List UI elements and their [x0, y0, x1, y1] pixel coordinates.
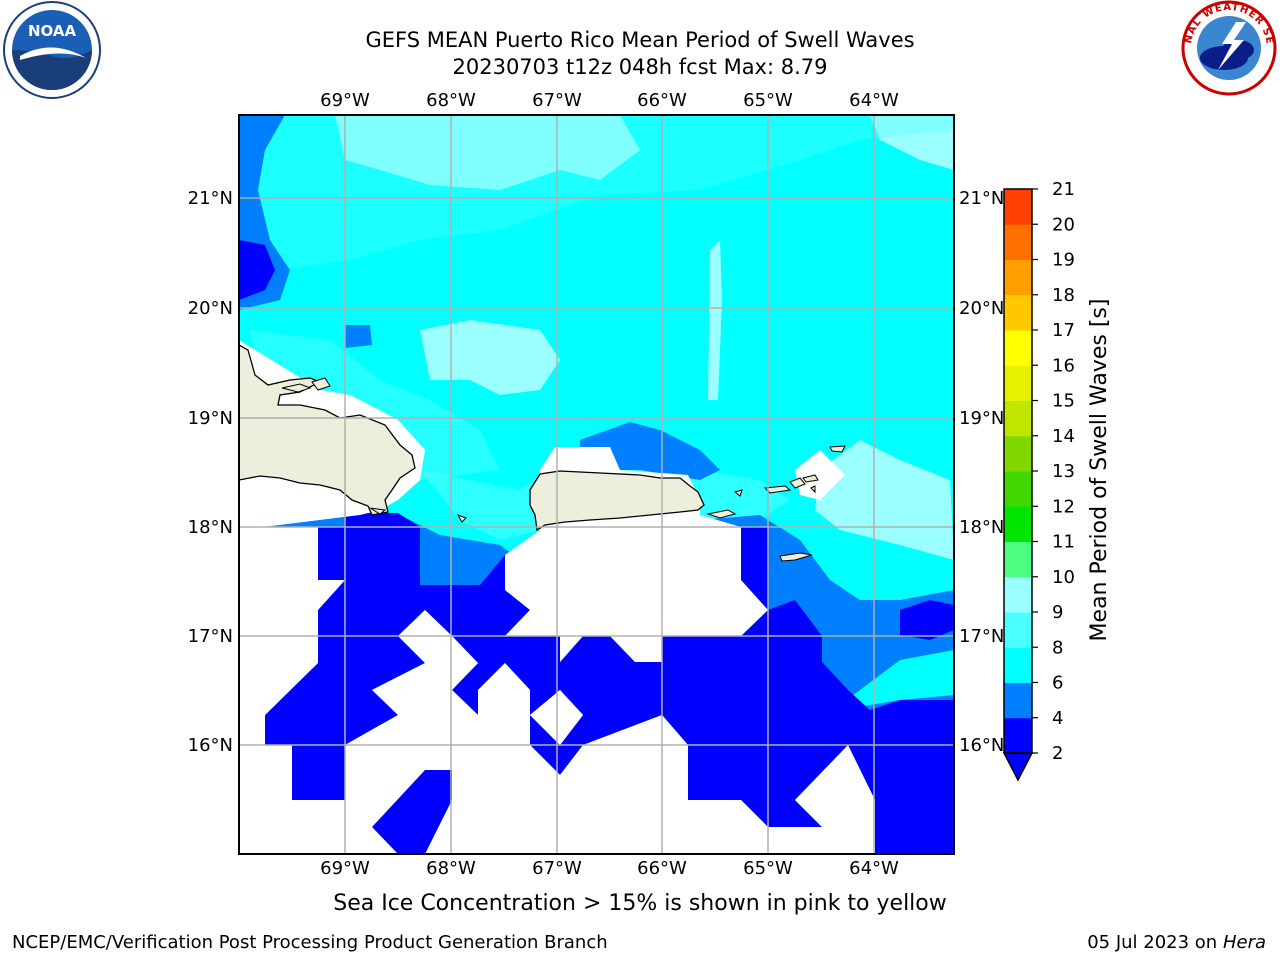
lat-label: 16°N [959, 735, 1004, 756]
lon-label: 64°W [849, 90, 899, 111]
lon-label: 66°W [637, 858, 687, 879]
colorbar-segment [1004, 576, 1032, 613]
lat-label: 17°N [959, 626, 1004, 647]
colorbar-tick-label: 18 [1052, 285, 1075, 306]
lat-label: 19°N [188, 408, 233, 429]
colorbar-label: Mean Period of Swell Waves [s] [1087, 299, 1112, 642]
lon-label: 69°W [320, 90, 370, 111]
swell-field-8-10 [335, 115, 954, 560]
colorbar-tick-label: 21 [1052, 179, 1075, 200]
lon-label: 65°W [743, 90, 793, 111]
lon-label: 68°W [426, 858, 476, 879]
nws-logo-icon: NATIONAL WEATHER SERVICE [0, 0, 1277, 96]
colorbar-tick-label: 2 [1052, 743, 1063, 764]
colorbar-tick-label: 19 [1052, 250, 1075, 271]
lon-label: 65°W [743, 858, 793, 879]
lon-labels-bottom: 69°W 68°W 67°W 66°W 65°W 64°W [320, 858, 899, 879]
colorbar-segment [1004, 717, 1032, 754]
sea-ice-note: Sea Ice Concentration > 15% is shown in … [333, 891, 947, 916]
colorbar-tick-label: 10 [1052, 567, 1075, 588]
land-puerto-rico [529, 470, 705, 532]
colorbar-segment [1004, 189, 1032, 225]
lat-label: 21°N [188, 188, 233, 209]
lon-label: 67°W [532, 858, 582, 879]
chart-title-line1: GEFS MEAN Puerto Rico Mean Period of Swe… [365, 28, 915, 52]
colorbar-tick-label: 15 [1052, 391, 1075, 412]
lat-label: 21°N [959, 188, 1004, 209]
map-gridlines [239, 115, 954, 854]
lat-label: 19°N [959, 408, 1004, 429]
colorbar-segment [1004, 294, 1032, 331]
lat-label: 20°N [188, 298, 233, 319]
colorbar-tick-label: 14 [1052, 426, 1075, 447]
noaa-logo-text: NOAA [28, 22, 77, 40]
colorbar-tick-label: 4 [1052, 708, 1063, 729]
colorbar-tick-label: 20 [1052, 214, 1075, 235]
lon-label: 68°W [426, 90, 476, 111]
chart-title-line2: 20230703 t12z 048h fcst Max: 8.79 [452, 55, 828, 79]
footer-system: Hera [1222, 932, 1266, 953]
colorbar-segment [1004, 506, 1032, 542]
lon-label: 66°W [637, 90, 687, 111]
colorbar-segment [1004, 224, 1032, 260]
lat-label: 20°N [959, 298, 1004, 319]
colorbar-tick-label: 11 [1052, 532, 1075, 553]
land-small-islands [706, 445, 846, 562]
map-frame [238, 114, 955, 855]
nws-logo-text: NATIONAL WEATHER SERVICE [0, 0, 1275, 45]
colorbar-segment [1004, 471, 1032, 507]
lat-label: 16°N [188, 735, 233, 756]
colorbar-tick-label: 6 [1052, 673, 1063, 694]
footer-date-text: 05 Jul 2023 on [1087, 932, 1223, 953]
colorbar-segment [1004, 612, 1032, 648]
map-body [239, 115, 954, 854]
colorbar-segment [1004, 330, 1032, 366]
lat-labels-right: 21°N 20°N 19°N 18°N 17°N 16°N [959, 188, 1004, 756]
colorbar-segment [1004, 259, 1032, 296]
noaa-logo-icon: NOAA [3, 1, 101, 99]
colorbar-tick-label: 16 [1052, 355, 1075, 376]
colorbar-segment [1004, 365, 1032, 401]
lon-labels-top: 69°W 68°W 67°W 66°W 65°W 64°W [320, 90, 899, 111]
colorbar-tick-label: 13 [1052, 461, 1075, 482]
lon-label: 67°W [532, 90, 582, 111]
colorbar-tick-label: 8 [1052, 637, 1063, 658]
colorbar-tick-label: 17 [1052, 320, 1075, 341]
lon-label: 64°W [849, 858, 899, 879]
lon-label: 69°W [320, 858, 370, 879]
colorbar-segment [1004, 647, 1032, 683]
footer-credit: NCEP/EMC/Verification Post Processing Pr… [12, 932, 608, 953]
colorbar-tick-label: 12 [1052, 496, 1075, 517]
lat-label: 18°N [959, 517, 1004, 538]
colorbar-segment [1004, 682, 1032, 719]
colorbar-segment [1004, 400, 1032, 437]
footer-date: 05 Jul 2023 on Hera [1087, 932, 1266, 953]
colorbar-segment [1004, 435, 1032, 472]
colorbar-tick-label: 9 [1052, 602, 1063, 623]
lat-labels-left: 21°N 20°N 19°N 18°N 17°N 16°N [188, 188, 233, 756]
lat-label: 18°N [188, 517, 233, 538]
colorbar-segment [1004, 541, 1032, 578]
colorbar-extension [1002, 752, 1034, 782]
colorbar: 2 4 6 8 9 10 11 12 13 14 15 16 17 18 19 20 21 [1002, 179, 1075, 782]
lat-label: 17°N [188, 626, 233, 647]
